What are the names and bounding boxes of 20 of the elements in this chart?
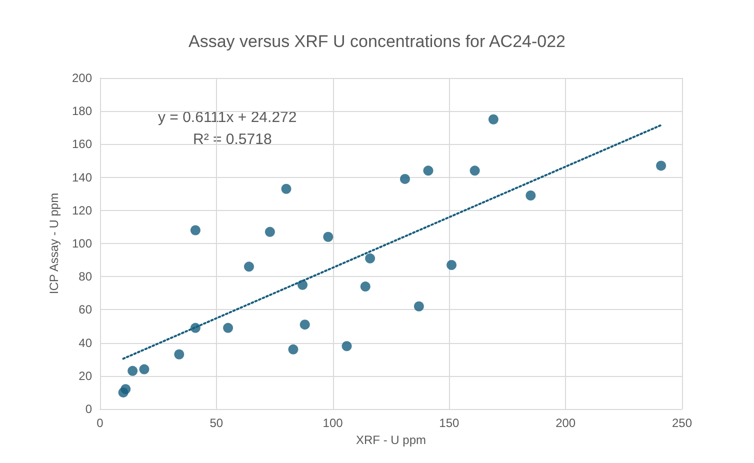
y-tick-label: 0 [85, 402, 92, 416]
x-tick-label: 100 [322, 416, 344, 430]
x-tick-label: 50 [210, 416, 224, 430]
y-tick-label: 120 [72, 203, 92, 218]
x-tick-label: 250 [672, 416, 692, 430]
x-tick-label: 200 [556, 416, 576, 430]
x-tick-label: 150 [439, 416, 460, 430]
y-tick-label: 180 [72, 104, 92, 118]
y-axis-title: ICP Assay - U ppm [47, 192, 61, 294]
x-axis-title: XRF - U ppm [356, 432, 426, 447]
y-tick-label: 160 [72, 137, 92, 152]
y-tick-label: 40 [78, 336, 92, 350]
chart-title: Assay versus XRF U concentrations for AC24-022 [188, 32, 566, 51]
y-tick-label: 140 [72, 170, 92, 184]
y-tick-label: 60 [78, 302, 92, 317]
x-tick-label: 0 [96, 416, 104, 430]
y-tick-label: 20 [78, 368, 92, 383]
y-tick-label: 100 [72, 236, 92, 250]
y-tick-label: 200 [72, 71, 92, 85]
y-tick-label: 80 [78, 270, 92, 284]
